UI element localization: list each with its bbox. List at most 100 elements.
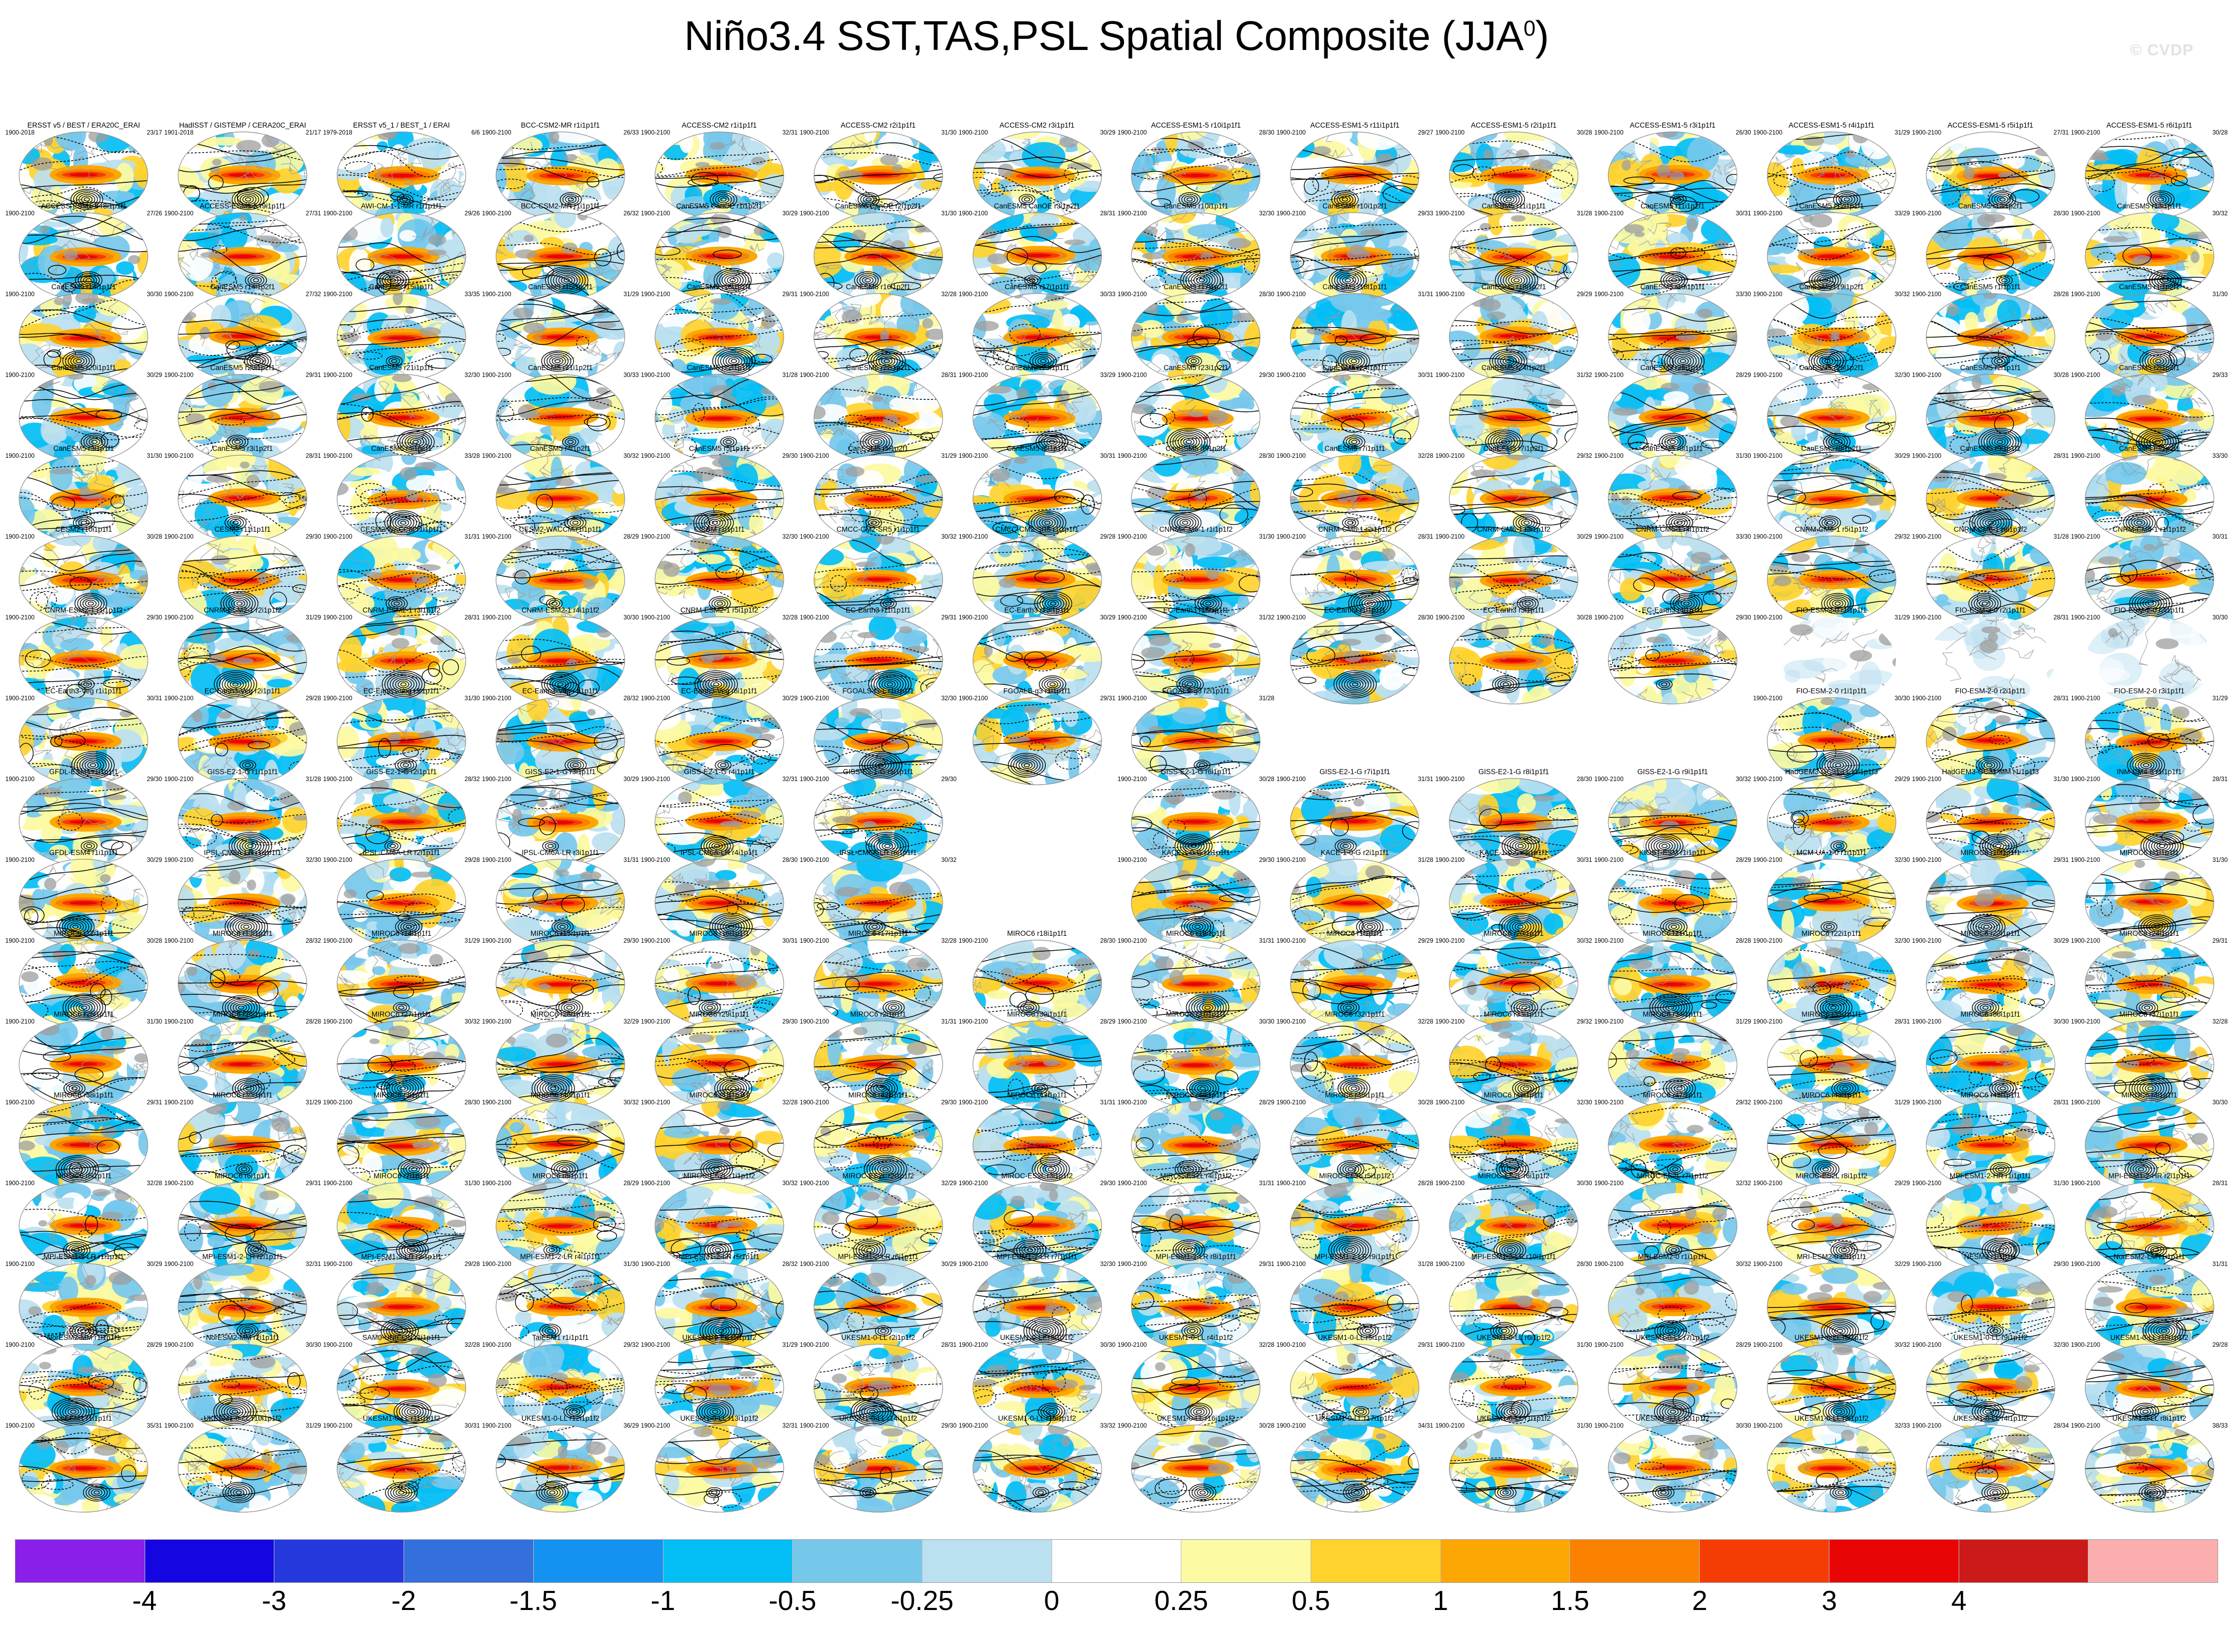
composite-panel[interactable]: MIROC6 r7i1p1f1 1900-2100 31/30: [322, 1172, 481, 1270]
composite-panel[interactable]: EC-Earth3-Veg r1i1p1f1 1900-2100 30/31: [4, 687, 163, 785]
composite-panel[interactable]: ACCESS-ESM1-5 r5i1p1f1 1900-2100 27/31: [1911, 121, 2070, 220]
composite-panel[interactable]: ACCESS-ESM1-5 r9i1p1f1 1900-2100 27/31: [163, 202, 322, 300]
composite-panel[interactable]: MIROC6 r2i1p1f1 1900-2100 31/31: [799, 1010, 958, 1109]
composite-panel[interactable]: CanESM5 r23i1p2f1 1900-2100 29/30: [1116, 364, 1275, 462]
composite-panel[interactable]: CanESM5 r6i1p1f1 1900-2100 30/31: [958, 445, 1116, 543]
composite-panel[interactable]: EC-Earth3 r11i1p1f1 1900-2100 29/31: [799, 606, 958, 705]
composite-panel[interactable]: MIROC6 r47i1p1f1 1900-2100 29/32: [1593, 1091, 1752, 1189]
composite-panel[interactable]: ACCESS-CM2 r3i1p1f1 1900-2100 30/29: [958, 121, 1116, 220]
composite-panel[interactable]: MIROC6 r39i1p1f1 1900-2100 31/29: [163, 1091, 322, 1189]
composite-panel[interactable]: IPSL-CM6A-LR r4i1p1f1 1900-2100 28/30: [640, 849, 799, 947]
composite-panel[interactable]: CanESM5 r2i1p2f1 1900-2100 29/33: [2070, 364, 2229, 462]
composite-panel[interactable]: CanESM5 r3i1p2f1 1900-2100 28/31: [163, 445, 322, 543]
composite-panel[interactable]: MPI-ESM1-2-LR r10i1p1f1 1900-2100 28/30: [1434, 1253, 1593, 1351]
composite-panel[interactable]: EC-Earth3-Veg r3i1p1f1 1900-2100 31/30: [322, 687, 481, 785]
composite-panel[interactable]: EC-Earth3-Veg r6i1p1f1 1900-2100 30/29: [640, 687, 799, 785]
composite-panel[interactable]: MIROC6 r24i1p1f1 1900-2100 29/31: [2070, 929, 2229, 1028]
composite-panel[interactable]: CMCC-CM2-SR5 r1i1p1f1 1900-2100 30/32: [799, 525, 958, 624]
composite-panel[interactable]: HadGEM3-GC31-LL r1i1p1f3 1900-2100 29/29: [1752, 768, 1911, 866]
composite-panel[interactable]: CanESM5 r14i1p2f1 1900-2100 27/32: [163, 283, 322, 381]
composite-panel[interactable]: UKESM1-0-LL r16i1p1f2 1900-2100 30/28: [1116, 1414, 1275, 1513]
composite-panel[interactable]: MIROC6 r6i1p1f1 1900-2100 29/31: [163, 1172, 322, 1270]
composite-panel[interactable]: UKESM1-0-LL r1i1p1f2 1900-2100 31/30: [1434, 1414, 1593, 1513]
composite-panel[interactable]: CNRM-CM6-1 r1i1p1f2 1900-2100 30/31: [2070, 525, 2229, 624]
composite-panel[interactable]: CanESM5 r23i1p1f1 1900-2100 33/29: [958, 364, 1116, 462]
composite-panel[interactable]: MIROC6 r16i1p1f1 1900-2100 30/31: [640, 929, 799, 1028]
composite-panel[interactable]: UKESM1-0-LL r8i1p1f2 1900-2100 38/33: [2070, 1414, 2229, 1513]
composite-panel[interactable]: ACCESS-ESM1-5 r10i1p1f1 1900-2100 28/30: [1116, 121, 1275, 220]
composite-panel[interactable]: CESM2-WACCM r1i1p1f1 1900-2100 28/29: [481, 525, 640, 624]
composite-panel[interactable]: NorESM2-MM r2i1p1f1 1900-2100 30/30: [163, 1334, 322, 1432]
composite-panel[interactable]: ACCESS-CM2 r2i1p1f1 1900-2100 31/30: [799, 121, 958, 220]
composite-panel[interactable]: GFDL-ESM4 r1i1p1f1 1900-2100 30/29: [4, 849, 163, 947]
composite-panel[interactable]: UKESM1-0-LL r13i1p1f2 1900-2100 32/31: [640, 1414, 799, 1513]
composite-panel[interactable]: MIROC6 r3i1p1f1 1900-2100 28/30: [322, 1091, 481, 1189]
composite-panel[interactable]: MPI-ESM1-2-LR r1i1p1f1 1900-2100 30/29: [4, 1253, 163, 1351]
composite-panel[interactable]: MIROC6 r23i1p1f1 1900-2100 30/29: [1911, 929, 2070, 1028]
composite-panel[interactable]: KACE-1-0-G r3i1p1f1 1900-2100 30/31: [1434, 849, 1593, 947]
composite-panel[interactable]: CNRM-ESM2-1 r5i1p1f2 1900-2100 32/28: [640, 606, 799, 705]
composite-panel[interactable]: IPSL-CM6A-LR r3i1p1f1 1900-2100 31/31: [481, 849, 640, 947]
composite-panel[interactable]: CanESM5 r24i1p1f1 1900-2100 30/31: [1275, 364, 1434, 462]
composite-panel[interactable]: CNRM-ESM2-1 r3i1p1f2 1900-2100 28/31: [322, 606, 481, 705]
composite-panel[interactable]: MIROC6 r31i1p1f1 1900-2100 30/30: [1116, 1010, 1275, 1109]
composite-panel[interactable]: NorESM2-MM r1i1p1f1 1900-2100 28/29: [4, 1334, 163, 1432]
composite-panel[interactable]: MPI-ESM1-2-HR r2i1p1f1 1900-2100 28/31: [2070, 1172, 2229, 1270]
composite-panel[interactable]: MIROC6 r5i1p1f1 1900-2100 32/28: [4, 1172, 163, 1270]
composite-panel[interactable]: CanESM5 r4i1p1f1 1900-2100 33/28: [322, 445, 481, 543]
composite-panel[interactable]: UKESM1-0-LL r4i1p1f2 1900-2100 28/34: [1911, 1414, 2070, 1513]
composite-panel[interactable]: MRI-ESM2-0 r2i1p1f1 1900-2100 32/29: [1752, 1253, 1911, 1351]
composite-panel[interactable]: GISS-E2-1-G r2i1p1f1 1900-2100 28/32: [322, 768, 481, 866]
composite-panel[interactable]: UKESM1-0-LL r6i1p1f2 1900-2100 31/30: [1434, 1334, 1593, 1432]
composite-panel[interactable]: GISS-E2-1-G r3i1p1f1 1900-2100 30/29: [481, 768, 640, 866]
composite-panel[interactable]: MIROC6 r20i1p1f1 1900-2100 30/32: [1434, 929, 1593, 1028]
composite-panel[interactable]: CanESM5 r9i1p1f1 1900-2100 28/31: [1911, 445, 2070, 543]
composite-panel[interactable]: CanESM5 r15i1p1f1 1900-2100 33/35: [322, 283, 481, 381]
composite-panel[interactable]: MIROC6 r45i1p1f1 1900-2100 30/28: [1275, 1091, 1434, 1189]
composite-panel[interactable]: IPSL-CM6A-LR r1i1p1f1 1900-2100 32/30: [163, 849, 322, 947]
composite-panel[interactable]: CanESM5 r13i1p1f1 1900-2100 30/32: [2070, 202, 2229, 300]
composite-panel[interactable]: CanESM5 r3i1p1f1 1900-2100 31/30: [4, 445, 163, 543]
composite-panel[interactable]: EC-Earth3-Veg r2i1p1f1 1900-2100 29/28: [163, 687, 322, 785]
composite-panel[interactable]: GISS-E2-1-G r9i1p1f1 1900-2100 30/32: [1593, 768, 1752, 866]
composite-panel[interactable]: CanESM5 r19i1p2f1 1900-2100 30/32: [1752, 283, 1911, 381]
composite-panel[interactable]: MIROC6 r15i1p1f1 1900-2100 29/30: [481, 929, 640, 1028]
composite-panel[interactable]: IPSL-CM6A-LR r2i1p1f1 1900-2100 29/28: [322, 849, 481, 947]
composite-panel[interactable]: UKESM1-0-LL r1i1p1f2 1900-2100 31/29: [640, 1334, 799, 1432]
composite-panel[interactable]: EC-Earth3-Veg r4i1p1f1 1900-2100 28/32: [481, 687, 640, 785]
composite-panel[interactable]: MIROC6 r48i1p1f1 1900-2100 31/29: [1752, 1091, 1911, 1189]
composite-panel[interactable]: CanESM5 r22i1p2f1 1900-2100 28/31: [799, 364, 958, 462]
composite-panel[interactable]: FIO-ESM-2-0 r1i1p1f1 1900-2100 31/29: [1752, 606, 1911, 704]
composite-panel[interactable]: CNRM-CM6-1 r4i1p1f2 1900-2100 33/30: [1593, 525, 1752, 624]
composite-panel[interactable]: KACE-1-0-G r2i1p1f1 1900-2100 31/28: [1275, 849, 1434, 947]
composite-panel[interactable]: CanESM5 r7i1p2f1 1900-2100 29/32: [1434, 445, 1593, 543]
composite-panel[interactable]: MIROC6 r25i1p1f1 1900-2100 31/30: [4, 1010, 163, 1109]
composite-panel[interactable]: CanESM5 r6i1p2f1 1900-2100 28/30: [1116, 445, 1275, 543]
composite-panel[interactable]: CanESM5 r5i1p1f1 1900-2100 29/30: [640, 445, 799, 543]
composite-panel[interactable]: ACCESS-ESM1-5 r11i1p1f1 1900-2100 29/27: [1275, 121, 1434, 220]
composite-panel[interactable]: MIROC6 r13i1p1f1 1900-2100 28/32: [163, 929, 322, 1028]
composite-panel[interactable]: ACCESS-ESM1-5 r8i1p1f1 1900-2100 27/26: [4, 202, 163, 300]
composite-panel[interactable]: CanESM5 r14i1p1f1 1900-2100 30/30: [4, 283, 163, 381]
composite-panel[interactable]: BCC-CSM2-MR r1i1p1f1 1900-2100 26/33: [481, 121, 640, 220]
composite-panel[interactable]: MIROC6 r34i1p1f1 1900-2100 31/29: [1593, 1010, 1752, 1109]
composite-panel[interactable]: CanESM5 CanOE r1i1p2f1 1900-2100 30/29: [640, 202, 799, 300]
composite-panel[interactable]: CanESM5 r17i1p1f1 1900-2100 30/33: [958, 283, 1116, 381]
composite-panel[interactable]: MIROC6 r10i1p1f1 1900-2100 29/31: [1911, 849, 2070, 947]
composite-panel[interactable]: FIO-ESM-2-0 r3i1p1f1 1900-2100 31/29: [2070, 687, 2229, 785]
composite-panel[interactable]: CanESM5 r20i1p1f1 1900-2100 30/29: [4, 364, 163, 462]
composite-panel[interactable]: MIROC6 r36i1p1f1 1900-2100 30/30: [1911, 1010, 2070, 1109]
composite-panel[interactable]: GISS-E2-1-G r8i1p1f1 1900-2100 28/30: [1434, 768, 1593, 866]
composite-panel[interactable]: CanESM5 r21i1p2f1 1900-2100 30/33: [481, 364, 640, 462]
composite-panel[interactable]: MIROC6 r4i1p1f1 1900-2100 30/30: [2070, 1091, 2229, 1189]
composite-panel[interactable]: CanESM5 r16i1p2f1 1900-2100 32/28: [799, 283, 958, 381]
composite-panel[interactable]: CNRM-ESM2-1 r2i1p1f2 1900-2100 31/29: [163, 606, 322, 705]
composite-panel[interactable]: MIROC6 r28i1p1f1 1900-2100 32/29: [481, 1010, 640, 1109]
composite-panel[interactable]: CanESM5 r1i1p1f1 1900-2100 28/28: [1911, 283, 2070, 381]
composite-panel[interactable]: AWI-CM-1-1-MR r1i1p1f1 1900-2100 29/26: [322, 202, 481, 300]
composite-panel[interactable]: MIROC6 r29i1p1f1 1900-2100 29/30: [640, 1010, 799, 1109]
composite-panel[interactable]: MIROC6 r22i1p1f1 1900-2100 32/30: [1752, 929, 1911, 1028]
composite-panel[interactable]: CESM2 WACCM r1i1p1f1 1900-2100 31/31: [322, 525, 481, 624]
composite-panel[interactable]: UKESM1-0-LL r10i1p1f2 1900-2100 29/28: [2070, 1334, 2229, 1432]
composite-panel[interactable]: CanESM5 r21i1p1f1 1900-2100 32/30: [322, 364, 481, 462]
